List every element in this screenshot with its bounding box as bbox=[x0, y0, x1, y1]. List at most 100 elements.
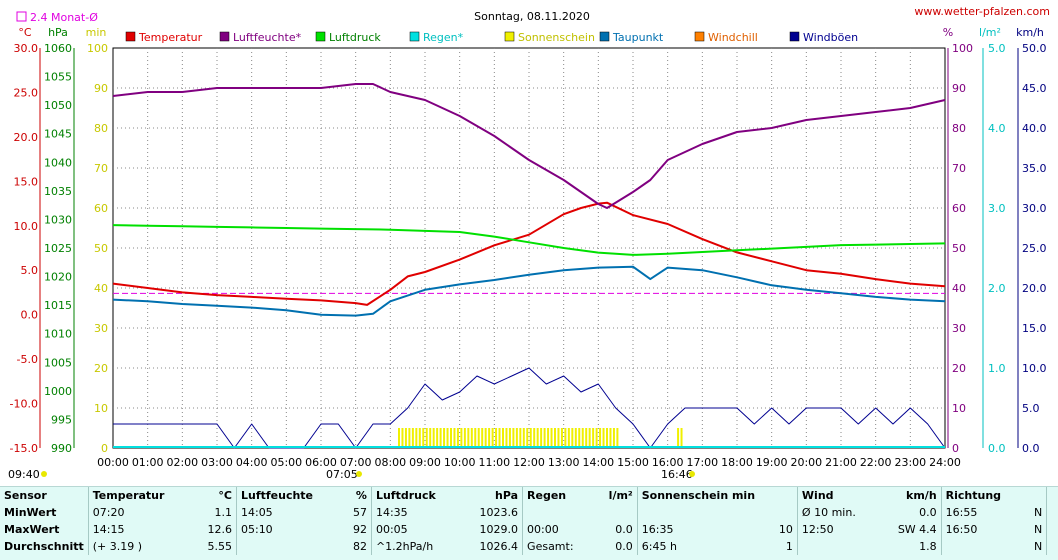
tick-x: 09:00 bbox=[409, 456, 441, 469]
tick-sunshine: 50 bbox=[94, 242, 108, 255]
legend-swatch bbox=[219, 31, 230, 42]
series-line-luftdruck bbox=[112, 224, 946, 256]
sunrise-icon bbox=[356, 471, 362, 477]
stats-cell-dir-v: N bbox=[1034, 540, 1043, 553]
tick-x: 10:00 bbox=[444, 456, 476, 469]
tick-wind: 40.0 bbox=[1022, 122, 1047, 135]
stats-cell-rain-t bbox=[522, 504, 595, 521]
legend-label: Sonnenschein bbox=[518, 31, 595, 44]
site-link[interactable]: www.wetter-pfalzen.com bbox=[914, 5, 1050, 18]
legend-label: Luftfeuchte* bbox=[233, 31, 302, 44]
tick-sunshine: 10 bbox=[94, 402, 108, 415]
tick-rain: 4.0 bbox=[988, 122, 1006, 135]
tick-x: 23:00 bbox=[894, 456, 926, 469]
stats-cell-rain-v: 0.0 bbox=[615, 523, 633, 536]
series-line-temperatur bbox=[112, 201, 946, 306]
tick-temperature: 25.0 bbox=[14, 86, 39, 99]
tick-pressure: 1050 bbox=[44, 99, 72, 112]
chart-title: Sonntag, 08.11.2020 bbox=[474, 10, 590, 23]
hdr-sensor: Sensor bbox=[4, 489, 47, 502]
tick-rain: 5.0 bbox=[988, 42, 1006, 55]
stats-cell-wind-t: 12:50 bbox=[796, 521, 880, 538]
tick-pressure: 990 bbox=[51, 442, 72, 455]
stats-cell-hum-t bbox=[235, 538, 342, 555]
stats-cell-sun-t: 6:45 h bbox=[636, 538, 743, 555]
stats-cell-press-v: 1023.6 bbox=[479, 506, 519, 519]
stats-cell-rain-t: 00:00 bbox=[522, 521, 595, 538]
series-lines bbox=[112, 83, 946, 449]
tick-pressure: 1020 bbox=[44, 271, 72, 284]
tick-sunshine: 100 bbox=[87, 42, 108, 55]
legend-swatch bbox=[694, 31, 705, 42]
series-line-luftfeuchte bbox=[112, 83, 946, 209]
tick-humidity: 0 bbox=[952, 442, 959, 455]
tick-temperature: 0.0 bbox=[21, 309, 39, 322]
tick-x: 05:00 bbox=[270, 456, 302, 469]
stats-cell-press-v: 1026.4 bbox=[479, 540, 519, 553]
tick-pressure: 1000 bbox=[44, 385, 72, 398]
stats-row: MaxWert 14:15 12.6 05:10 92 00:05 1029.0 00:00 0… bbox=[0, 521, 1058, 538]
stats-cell-spacer bbox=[1046, 521, 1058, 538]
legend-swatch bbox=[599, 31, 610, 42]
tick-sunshine: 40 bbox=[94, 282, 108, 295]
stats-cell-temp-v: 1.1 bbox=[214, 506, 232, 519]
axis-unit-pressure: hPa bbox=[48, 26, 68, 39]
tick-humidity: 80 bbox=[952, 122, 966, 135]
stats-header-row: Sensor Temperatur °C Luftfeuchte % Luftd… bbox=[0, 487, 1058, 504]
stats-cell-spacer bbox=[1046, 504, 1058, 521]
stats-cell-dir-t: 16:55 bbox=[940, 504, 1025, 521]
stats-cell-label: Durchschnitt bbox=[4, 540, 84, 553]
stats-body: MinWert 07:20 1.1 14:05 57 14:35 1023.6 Ø 10 mi… bbox=[0, 504, 1058, 555]
hdr-rain-unit: l/m² bbox=[608, 489, 633, 502]
legend-swatch bbox=[789, 31, 800, 42]
legend-label: Windböen bbox=[803, 31, 858, 44]
tick-temperature: -5.0 bbox=[17, 353, 38, 366]
tick-humidity: 100 bbox=[952, 42, 973, 55]
tick-x: 01:00 bbox=[132, 456, 164, 469]
tick-sunshine: 20 bbox=[94, 362, 108, 375]
tick-sunshine: 90 bbox=[94, 82, 108, 95]
hdr-hum: Luftfeuchte bbox=[235, 487, 342, 504]
time-left: 09:40 bbox=[8, 468, 40, 481]
tick-sunshine: 0 bbox=[101, 442, 108, 455]
stats-cell-wind-t bbox=[796, 538, 880, 555]
stats-cell-dir-t: 16:50 bbox=[940, 521, 1025, 538]
stats-cell-temp-t: (+ 3.19 ) bbox=[87, 538, 194, 555]
stats-panel: Sensor Temperatur °C Luftfeuchte % Luftd… bbox=[0, 486, 1058, 560]
sunshine-bars bbox=[398, 428, 683, 448]
tick-wind: 20.0 bbox=[1022, 282, 1047, 295]
hdr-dir-spacer bbox=[1025, 487, 1047, 504]
legend-swatch bbox=[409, 31, 420, 42]
stats-cell-sun-v: 10 bbox=[778, 523, 793, 536]
tick-wind: 10.0 bbox=[1022, 362, 1047, 375]
series-line-windben bbox=[113, 367, 946, 449]
stats-cell-temp-v: 5.55 bbox=[207, 540, 232, 553]
tick-sunshine: 30 bbox=[94, 322, 108, 335]
weather-chart: °C 30.0 25.0 20.0 15.0 10.0 5.0 0.0 -5.0 -10.0 -15… bbox=[8, 5, 1050, 481]
axis-labels: °C 30.0 25.0 20.0 15.0 10.0 5.0 0.0 -5.0 -10.0 -15… bbox=[10, 26, 1047, 469]
stats-cell-rain-v bbox=[595, 504, 638, 521]
tick-pressure: 1055 bbox=[44, 71, 72, 84]
sunset-icon bbox=[689, 471, 695, 477]
tick-rain: 0.0 bbox=[988, 442, 1006, 455]
stats-cell-sun-t bbox=[636, 504, 743, 521]
stats-cell-label: MinWert bbox=[4, 506, 57, 519]
tick-pressure: 1015 bbox=[44, 299, 72, 312]
hdr-temp: Temperatur bbox=[87, 487, 194, 504]
stats-cell-temp-t: 14:15 bbox=[87, 521, 194, 538]
stats-cell-temp-t: 07:20 bbox=[87, 504, 194, 521]
stats-cell-dir-v: N bbox=[1034, 523, 1043, 536]
tick-x: 24:00 bbox=[929, 456, 961, 469]
tick-temperature: 5.0 bbox=[21, 264, 39, 277]
tick-pressure: 1005 bbox=[44, 356, 72, 369]
tick-temperature: 20.0 bbox=[14, 131, 39, 144]
stats-cell-wind-v: 0.0 bbox=[919, 506, 937, 519]
stats-cell-label: MaxWert bbox=[4, 523, 60, 536]
hdr-press-unit: hPa bbox=[495, 489, 519, 502]
tick-x: 06:00 bbox=[305, 456, 337, 469]
stats-cell-spacer bbox=[1046, 538, 1058, 555]
tick-rain: 1.0 bbox=[988, 362, 1006, 375]
tick-x: 07:00 bbox=[340, 456, 372, 469]
stats-row: Durchschnitt (+ 3.19 ) 5.55 82 ^1.2hPa/h 1026… bbox=[0, 538, 1058, 555]
legend-swatch bbox=[125, 31, 136, 42]
